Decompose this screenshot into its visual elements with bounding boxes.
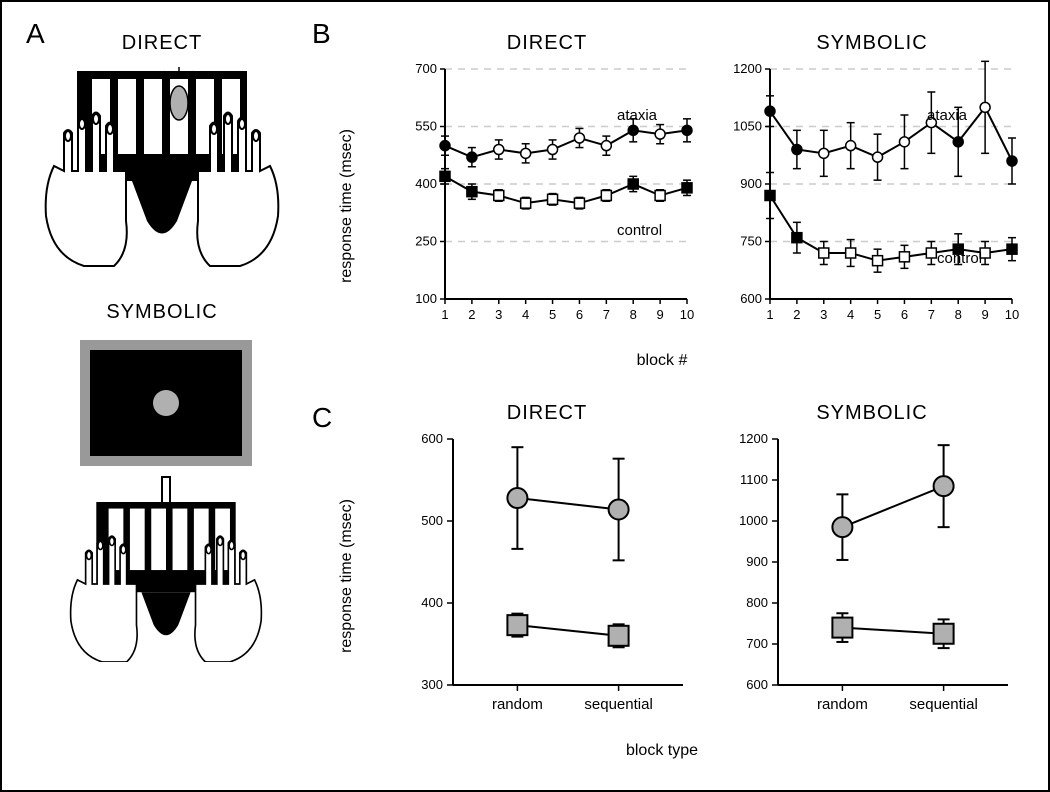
svg-text:9: 9: [656, 307, 663, 322]
svg-text:8: 8: [955, 307, 962, 322]
svg-text:1000: 1000: [739, 513, 768, 528]
control-label-b1: control: [617, 222, 662, 239]
svg-text:600: 600: [746, 677, 768, 692]
panel-c-ylabel: response time (msec): [338, 499, 356, 653]
panel-b-direct-title: DIRECT: [397, 32, 697, 55]
svg-text:10: 10: [1005, 307, 1019, 322]
ataxia-label-b1: ataxia: [617, 107, 657, 124]
svg-text:2: 2: [793, 307, 800, 322]
svg-text:900: 900: [746, 554, 768, 569]
svg-text:800: 800: [746, 595, 768, 610]
svg-text:750: 750: [740, 234, 762, 249]
svg-text:9: 9: [981, 307, 988, 322]
figure-container: A B C DIRECT: [0, 0, 1050, 792]
svg-text:500: 500: [421, 513, 443, 528]
panel-b-label: B: [312, 18, 331, 50]
svg-text:700: 700: [415, 61, 437, 76]
svg-text:10: 10: [680, 307, 694, 322]
svg-text:random: random: [492, 696, 543, 713]
panel-b-direct-chart: DIRECT 100 250 400 550 700 1 2 3 4 5 6 7 8 9 10 ataxia…: [397, 32, 697, 345]
svg-text:1: 1: [441, 307, 448, 322]
panel-c-symbolic-title: SYMBOLIC: [722, 402, 1022, 425]
panel-c-symbolic-chart: SYMBOLIC 600 700 800 900 1000 1100 1200 random s…: [722, 402, 1022, 735]
svg-text:7: 7: [603, 307, 610, 322]
svg-text:1200: 1200: [733, 61, 762, 76]
svg-text:1050: 1050: [733, 119, 762, 134]
svg-text:4: 4: [522, 307, 529, 322]
panel-b-symbolic-chart: SYMBOLIC 600 750 900 1050 1200 1 2 3 4 5 6 7 8 9 10 at…: [722, 32, 1022, 345]
svg-text:1200: 1200: [739, 431, 768, 446]
svg-text:900: 900: [740, 176, 762, 191]
panel-c-direct-chart: DIRECT 300 400 500 600 random sequential: [397, 402, 697, 735]
svg-text:600: 600: [421, 431, 443, 446]
panel-b-ylabel: response time (msec): [338, 129, 356, 283]
svg-text:8: 8: [630, 307, 637, 322]
direct-task-illustration: [32, 61, 292, 271]
svg-text:300: 300: [421, 677, 443, 692]
symbolic-task-illustration: [32, 332, 292, 662]
panel-a-direct-title: DIRECT: [32, 32, 292, 55]
svg-text:600: 600: [740, 291, 762, 306]
svg-text:700: 700: [746, 636, 768, 651]
control-label-b2: control: [937, 250, 982, 267]
svg-text:250: 250: [415, 234, 437, 249]
svg-text:7: 7: [928, 307, 935, 322]
svg-text:100: 100: [415, 291, 437, 306]
panel-b-symbolic-title: SYMBOLIC: [722, 32, 1022, 55]
panel-c-label: C: [312, 402, 332, 434]
panel-a: DIRECT: [32, 32, 292, 662]
panel-b-xlabel: block #: [602, 352, 722, 370]
svg-text:1100: 1100: [740, 472, 768, 487]
svg-text:400: 400: [415, 176, 437, 191]
svg-text:4: 4: [847, 307, 854, 322]
svg-text:3: 3: [820, 307, 827, 322]
svg-text:6: 6: [576, 307, 583, 322]
svg-text:400: 400: [421, 595, 443, 610]
panel-c-direct-title: DIRECT: [397, 402, 697, 425]
svg-text:1: 1: [766, 307, 773, 322]
svg-text:5: 5: [874, 307, 881, 322]
panel-a-symbolic-title: SYMBOLIC: [32, 301, 292, 324]
svg-text:sequential: sequential: [584, 696, 652, 713]
svg-text:6: 6: [901, 307, 908, 322]
svg-text:random: random: [817, 696, 868, 713]
ataxia-label-b2: ataxia: [927, 107, 967, 124]
svg-text:sequential: sequential: [909, 696, 977, 713]
svg-text:2: 2: [468, 307, 475, 322]
svg-text:5: 5: [549, 307, 556, 322]
panel-c-xlabel: block type: [602, 742, 722, 760]
svg-text:550: 550: [415, 119, 437, 134]
svg-text:3: 3: [495, 307, 502, 322]
